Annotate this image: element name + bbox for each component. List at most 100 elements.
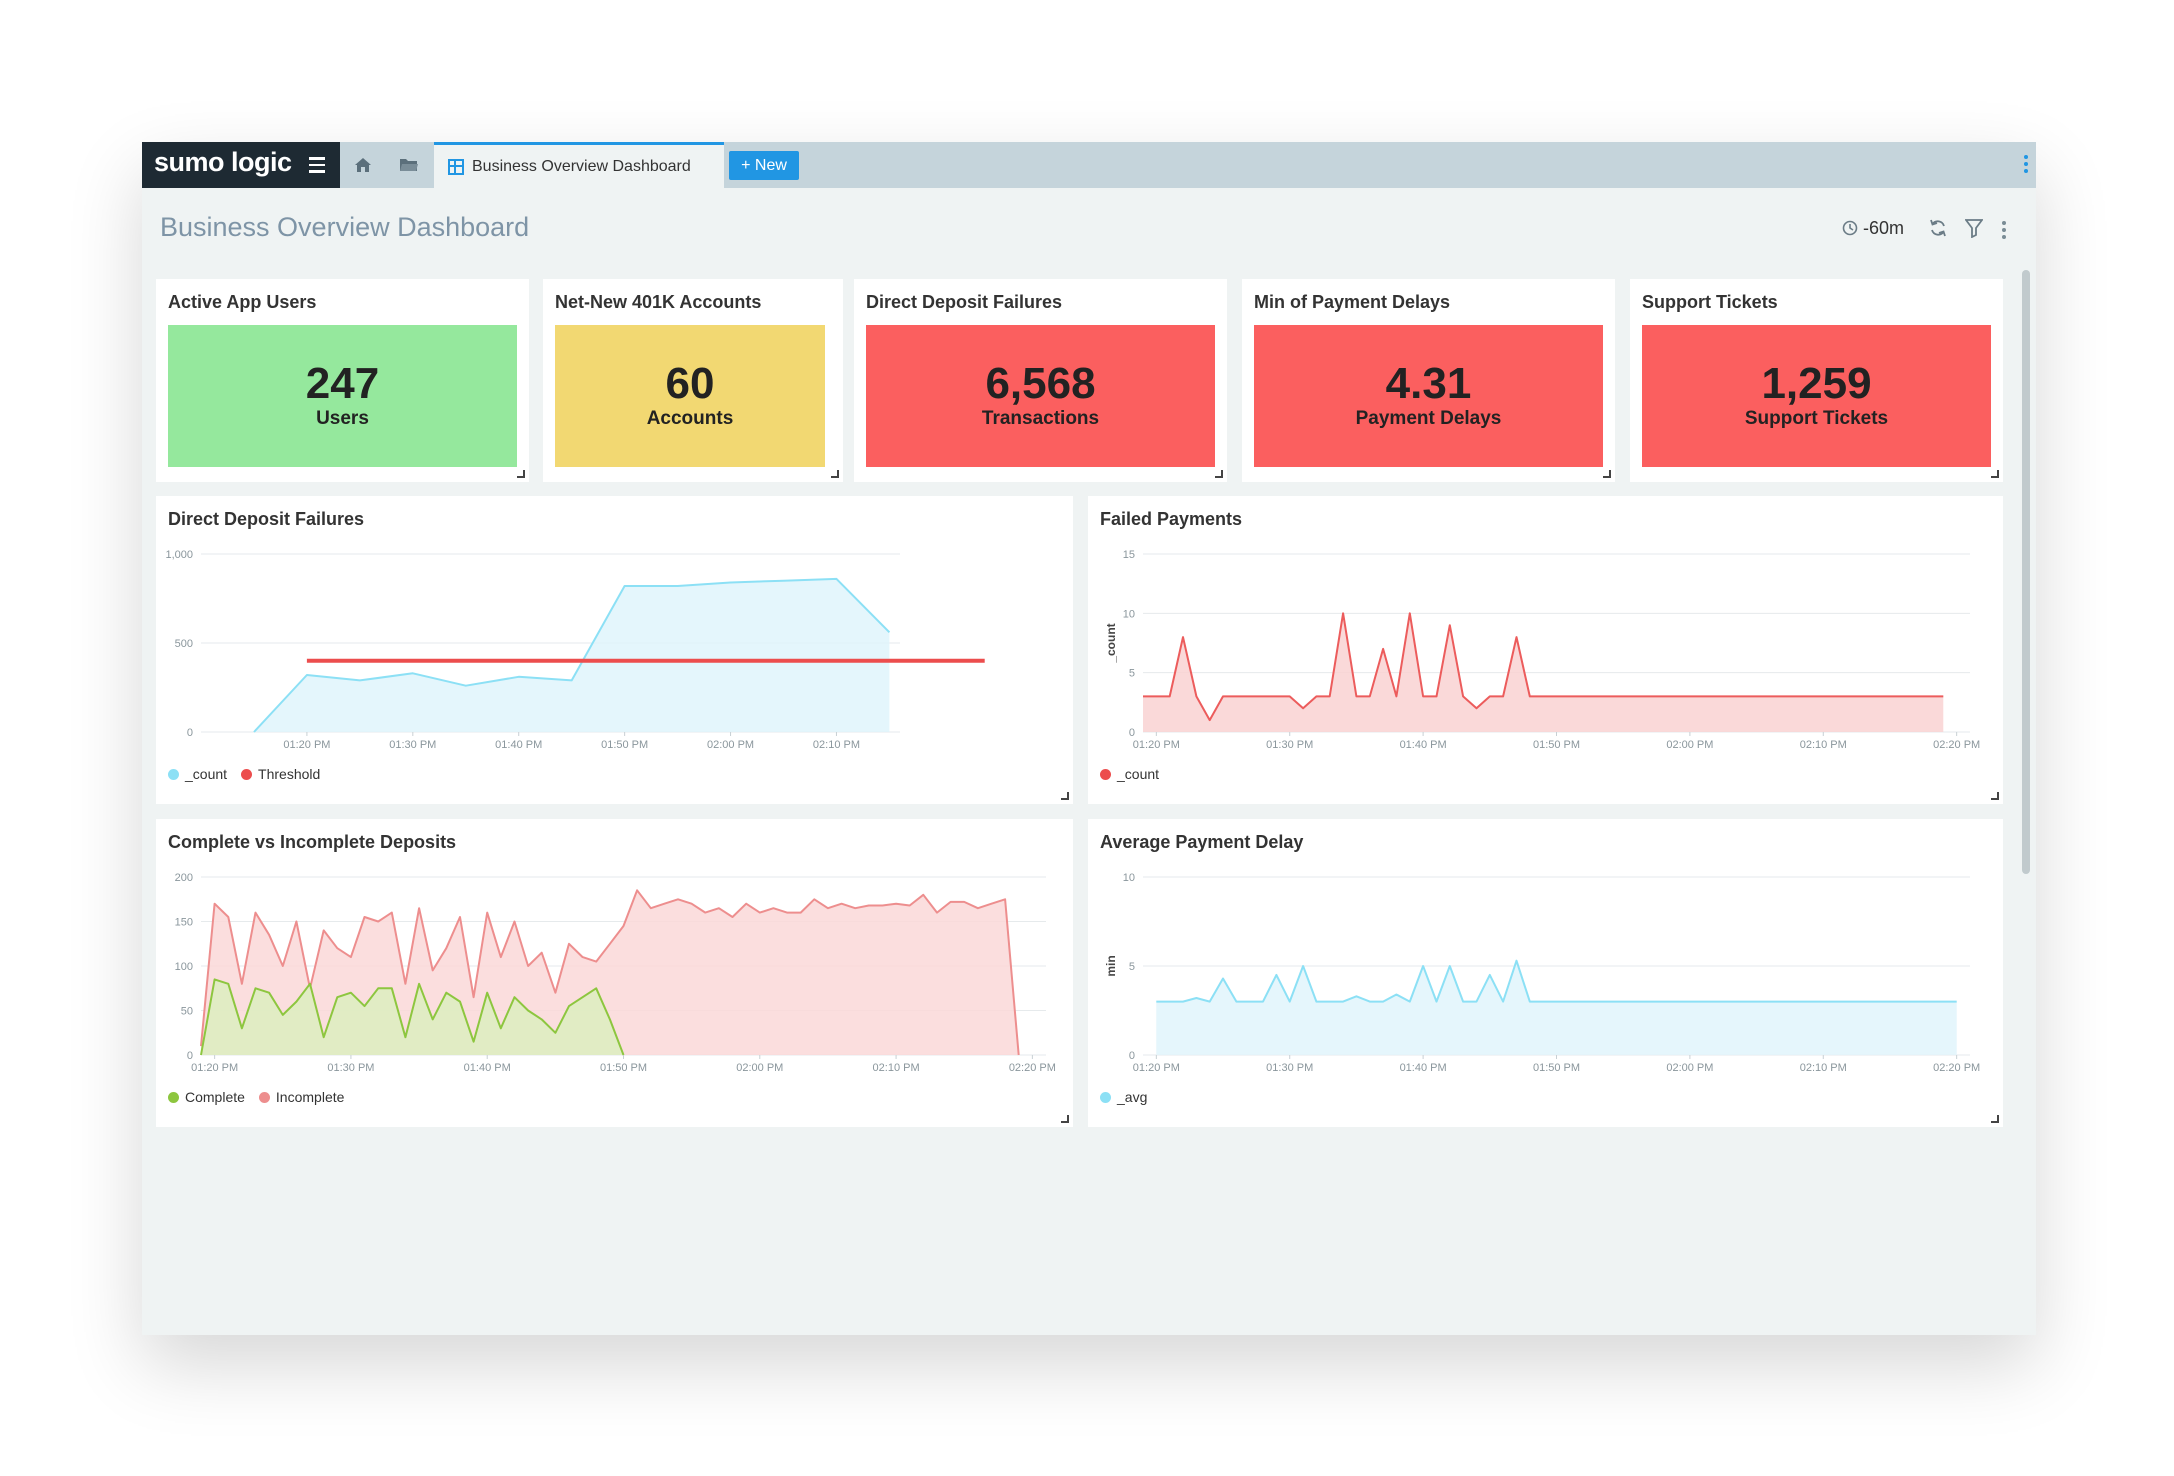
- panel-complete-vs-incomplete: Complete vs Incomplete Deposits 0 50 100 15…: [156, 819, 1073, 1127]
- refresh-button[interactable]: [1928, 218, 1948, 243]
- legend-item-incomplete[interactable]: Incomplete: [258, 1089, 345, 1105]
- time-range-picker[interactable]: -60m: [1842, 215, 1904, 241]
- home-button[interactable]: [340, 142, 386, 188]
- legend-label: Incomplete: [275, 1089, 345, 1105]
- panel-title: Direct Deposit Failures: [866, 292, 1063, 312]
- panel-min-payment-delays: Min of Payment Delays 4.31 Payment Delay…: [1242, 279, 1615, 482]
- y-tick-label: 5: [1129, 961, 1135, 973]
- x-tick-label: 01:20 PM: [283, 739, 330, 751]
- legend-label: Threshold: [258, 766, 321, 782]
- x-tick-label: 02:00 PM: [1666, 1062, 1713, 1074]
- y-tick-label: 0: [1129, 1050, 1135, 1062]
- series-avg-area: [1156, 960, 1957, 1055]
- x-tick-label: 02:20 PM: [1933, 739, 1980, 751]
- panel-title: Support Tickets: [1642, 292, 1778, 312]
- panel-failed-payments: Failed Payments 0 5 10 15 01:20 PM 01:30 PM 01…: [1088, 496, 2003, 804]
- tab-business-overview[interactable]: Business Overview Dashboard: [434, 142, 724, 188]
- x-tick-label: 01:40 PM: [495, 739, 542, 751]
- x-tick-label: 01:30 PM: [327, 1062, 374, 1074]
- panel-net-new-401k: Net-New 401K Accounts 60 Accounts: [543, 279, 843, 482]
- y-tick-label: 500: [175, 638, 193, 650]
- x-tick-label: 02:10 PM: [873, 1062, 920, 1074]
- panel-title: Net-New 401K Accounts: [555, 292, 762, 312]
- x-tick-label: 02:20 PM: [1009, 1062, 1056, 1074]
- resize-handle[interactable]: [1991, 470, 1999, 478]
- logo: sumo logic: [142, 142, 340, 188]
- panel-active-app-users: Active App Users 247 Users: [156, 279, 529, 482]
- tile-unit: Support Tickets: [1744, 408, 1889, 429]
- y-tick-label: 10: [1123, 608, 1135, 620]
- filter-button[interactable]: [1964, 218, 1984, 243]
- legend-label: _avg: [1117, 1089, 1148, 1105]
- y-tick-label: 15: [1123, 549, 1135, 561]
- tile-unit: Accounts: [646, 408, 734, 429]
- x-tick-label: 02:20 PM: [1933, 1062, 1980, 1074]
- series-incomplete-area: [201, 890, 1019, 1055]
- y-tick-label: 150: [175, 917, 193, 929]
- resize-handle[interactable]: [1991, 1115, 1999, 1123]
- filter-icon: [1964, 219, 1984, 239]
- y-tick-label: 0: [1129, 727, 1135, 739]
- y-axis-label: _count: [1104, 623, 1118, 663]
- x-tick-label: 01:50 PM: [1533, 1062, 1580, 1074]
- value-tile: 247 Users: [168, 325, 517, 467]
- legend-item-count[interactable]: _count: [168, 766, 227, 782]
- dashboard-icon: [448, 158, 464, 175]
- panel-direct-deposit-failures-tile: Direct Deposit Failures 6,568 Transactio…: [854, 279, 1227, 482]
- y-tick-label: 0: [187, 727, 193, 739]
- direct-deposit-failures-chart: 0 500 1,000 01:20 PM 01:30 PM 01:40 PM 01:50 P…: [165, 549, 985, 751]
- x-tick-label: 02:10 PM: [813, 739, 860, 751]
- new-tab-button[interactable]: + New: [729, 151, 799, 180]
- x-tick-label: 01:50 PM: [600, 1062, 647, 1074]
- y-axis-label: min: [1104, 955, 1118, 976]
- x-tick-label: 02:00 PM: [736, 1062, 783, 1074]
- chart-legend: _avg: [1100, 1089, 1147, 1105]
- top-bar: sumo logic Business Overview Dashboard +…: [142, 142, 2036, 188]
- resize-handle[interactable]: [1215, 470, 1223, 478]
- x-tick-label: 01:50 PM: [1533, 739, 1580, 751]
- legend-item-count[interactable]: _count: [1100, 766, 1159, 782]
- series-complete-area: [201, 979, 624, 1055]
- resize-handle[interactable]: [1603, 470, 1611, 478]
- tile-value: 247: [305, 359, 380, 408]
- resize-handle[interactable]: [831, 470, 839, 478]
- series-complete-line: [200, 978, 625, 1056]
- value-tile: 6,568 Transactions: [866, 325, 1215, 467]
- panel-title: Active App Users: [168, 292, 317, 312]
- legend-item-complete[interactable]: Complete: [168, 1089, 245, 1105]
- app-window: sumo logic Business Overview Dashboard +…: [142, 142, 2036, 1335]
- resize-handle[interactable]: [517, 470, 525, 478]
- legend-label: _count: [1117, 766, 1160, 782]
- tab-label: Business Overview Dashboard: [472, 157, 691, 175]
- legend-item-threshold[interactable]: Threshold: [241, 766, 320, 782]
- logo-text: sumo logic: [154, 147, 292, 177]
- x-tick-label: 01:20 PM: [1133, 1062, 1180, 1074]
- tile-value: 1,259: [1761, 359, 1872, 408]
- y-tick-label: 0: [187, 1050, 193, 1062]
- dashboard-menu-icon[interactable]: [2002, 221, 2006, 239]
- more-options-icon[interactable]: [2024, 155, 2028, 173]
- dashboard-title: Business Overview Dashboard: [160, 212, 530, 242]
- panel-title: Average Payment Delay: [1100, 832, 1304, 852]
- panel-average-payment-delay: Average Payment Delay 0 5 10 01:20 PM 01:30 …: [1088, 819, 2003, 1127]
- x-tick-label: 01:40 PM: [1400, 739, 1447, 751]
- resize-handle[interactable]: [1061, 792, 1069, 800]
- value-tile: 1,259 Support Tickets: [1642, 325, 1991, 467]
- hamburger-menu-icon[interactable]: [309, 157, 325, 173]
- scrollbar[interactable]: [2022, 270, 2030, 874]
- library-button[interactable]: [386, 142, 432, 188]
- panel-title: Complete vs Incomplete Deposits: [168, 832, 457, 852]
- series-avg-line: [1156, 959, 1957, 1003]
- panel-support-tickets: Support Tickets 1,259 Support Tickets: [1630, 279, 2003, 482]
- chart-legend: _count Threshold: [168, 766, 320, 782]
- x-tick-label: 02:10 PM: [1800, 1062, 1847, 1074]
- resize-handle[interactable]: [1991, 792, 1999, 800]
- resize-handle[interactable]: [1061, 1115, 1069, 1123]
- x-tick-label: 01:20 PM: [191, 1062, 238, 1074]
- y-tick-label: 200: [175, 872, 193, 884]
- x-tick-label: 01:30 PM: [1266, 739, 1313, 751]
- legend-item-avg[interactable]: _avg: [1100, 1089, 1147, 1105]
- x-tick-label: 01:40 PM: [464, 1062, 511, 1074]
- clock-icon: [1842, 220, 1858, 236]
- x-tick-label: 02:00 PM: [1666, 739, 1713, 751]
